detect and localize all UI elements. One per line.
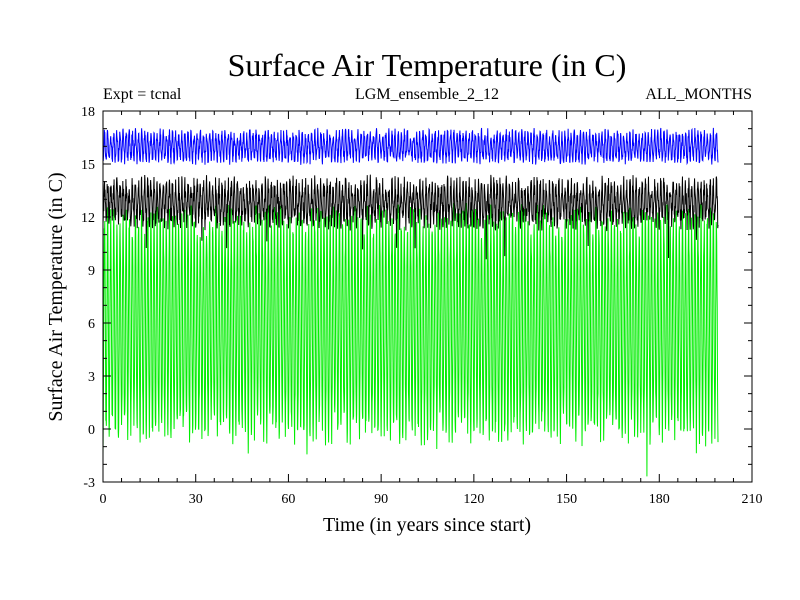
series-line-blue	[102, 127, 719, 166]
x-tick-label: 120	[463, 492, 484, 507]
x-tick-label: 180	[649, 492, 670, 507]
series-line-green	[102, 202, 719, 477]
plot-area	[102, 127, 719, 477]
y-tick-label: 9	[88, 264, 95, 279]
x-tick-label: 90	[374, 492, 388, 507]
series-line-black	[102, 174, 719, 260]
x-tick-label: 60	[281, 492, 295, 507]
series-layer	[102, 127, 719, 477]
y-tick-label: 12	[81, 211, 95, 226]
y-tick-label: 6	[88, 317, 95, 332]
y-axis-label: Surface Air Temperature (in C)	[45, 172, 67, 421]
tick-labels-layer: 0 30 60 90 120 150 180 210 -3 0 3 6 9 12 15 18	[81, 105, 763, 507]
y-tick-label: 3	[88, 370, 95, 385]
ticks-layer	[102, 110, 753, 483]
subtitle-experiment: Expt = tcnal	[103, 86, 182, 103]
chart-title: Surface Air Temperature (in C)	[228, 47, 627, 83]
y-tick-label: 18	[81, 105, 95, 120]
x-tick-label: 150	[556, 492, 577, 507]
subtitle-months: ALL_MONTHS	[645, 86, 752, 103]
y-tick-label: 0	[88, 423, 95, 438]
x-tick-label: 210	[742, 492, 763, 507]
x-tick-label: 30	[189, 492, 203, 507]
subtitle-ensemble: LGM_ensemble_2_12	[355, 86, 499, 103]
y-tick-label: -3	[83, 476, 95, 491]
y-tick-label: 15	[81, 158, 95, 173]
x-tick-label: 0	[100, 492, 107, 507]
x-axis-label: Time (in years since start)	[323, 514, 531, 536]
plot-frame	[102, 110, 753, 483]
